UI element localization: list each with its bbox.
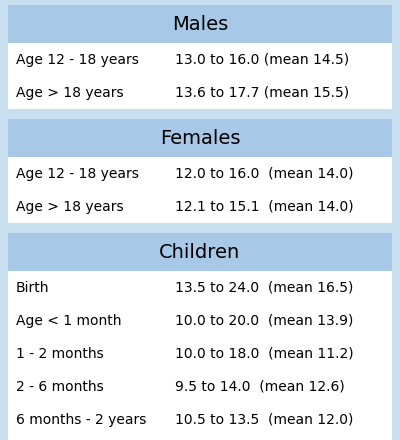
Text: 10.0 to 20.0  (mean 13.9): 10.0 to 20.0 (mean 13.9) (175, 313, 353, 327)
Bar (8, 233, 392, 271)
Bar (8, 337, 392, 370)
Text: Age 12 - 18 years: Age 12 - 18 years (16, 52, 139, 66)
Bar (8, 157, 392, 190)
Bar (8, 304, 392, 337)
Text: 13.5 to 24.0  (mean 16.5): 13.5 to 24.0 (mean 16.5) (175, 281, 353, 294)
Bar (8, 370, 392, 403)
Text: 10.0 to 18.0  (mean 11.2): 10.0 to 18.0 (mean 11.2) (175, 347, 354, 360)
Text: Children: Children (159, 242, 241, 261)
Text: 13.6 to 17.7 (mean 15.5): 13.6 to 17.7 (mean 15.5) (175, 85, 349, 99)
Text: 12.0 to 16.0  (mean 14.0): 12.0 to 16.0 (mean 14.0) (175, 166, 354, 180)
Text: 1 - 2 months: 1 - 2 months (16, 347, 104, 360)
Text: Age 12 - 18 years: Age 12 - 18 years (16, 166, 139, 180)
Text: 12.1 to 15.1  (mean 14.0): 12.1 to 15.1 (mean 14.0) (175, 199, 354, 213)
Bar (8, 43, 392, 76)
Bar (8, 119, 392, 157)
Text: Females: Females (160, 128, 240, 147)
Text: Birth: Birth (16, 281, 50, 294)
Text: 9.5 to 14.0  (mean 12.6): 9.5 to 14.0 (mean 12.6) (175, 379, 345, 393)
Bar (8, 436, 392, 440)
Bar (8, 403, 392, 436)
Bar (8, 5, 392, 43)
Text: 13.0 to 16.0 (mean 14.5): 13.0 to 16.0 (mean 14.5) (175, 52, 349, 66)
Bar (8, 76, 392, 109)
Text: Age < 1 month: Age < 1 month (16, 313, 122, 327)
Text: Age > 18 years: Age > 18 years (16, 199, 124, 213)
Text: 6 months - 2 years: 6 months - 2 years (16, 413, 146, 426)
Text: Age > 18 years: Age > 18 years (16, 85, 124, 99)
Bar (8, 190, 392, 223)
Bar (8, 271, 392, 304)
Text: 2 - 6 months: 2 - 6 months (16, 379, 104, 393)
Text: Males: Males (172, 15, 228, 33)
Text: 10.5 to 13.5  (mean 12.0): 10.5 to 13.5 (mean 12.0) (175, 413, 353, 426)
